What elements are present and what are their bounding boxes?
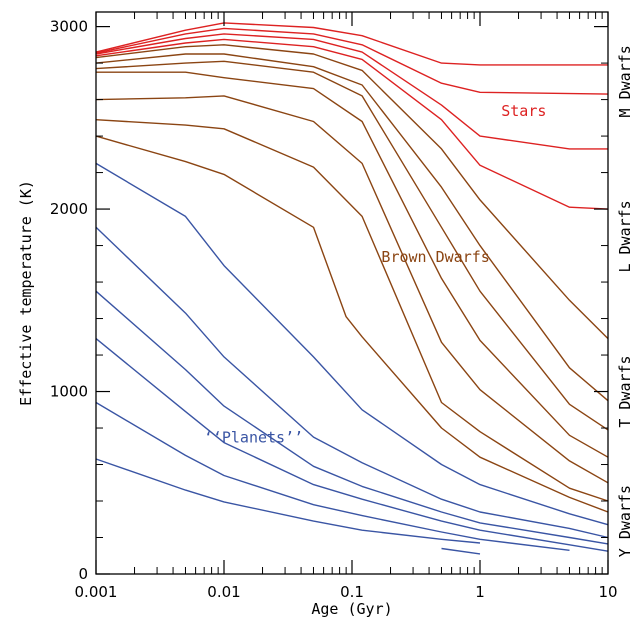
track-line-2-6 xyxy=(441,547,481,555)
axes xyxy=(95,11,609,575)
track-line-1-5 xyxy=(95,119,609,502)
y-tick-label: 3000 xyxy=(50,18,88,36)
track-line-1-6 xyxy=(95,135,609,513)
track-line-0-1 xyxy=(95,27,609,95)
plot-frame xyxy=(95,11,609,575)
x-tick-label: 0.001 xyxy=(75,583,118,601)
x-tick-label: 10 xyxy=(598,583,617,601)
track-line-1-3 xyxy=(96,71,609,458)
track-line-2-0 xyxy=(95,162,609,526)
track-line-1-2 xyxy=(95,60,609,431)
track-line-1-0 xyxy=(95,44,609,340)
spectral-class-label: L Dwarfs xyxy=(616,200,634,272)
track-line-0-3 xyxy=(95,38,609,210)
x-tick-label: 0.01 xyxy=(207,583,240,601)
x-tick-label: 1 xyxy=(475,583,485,601)
spectral-class-label: M Dwarfs xyxy=(616,45,634,117)
y-tick-label: 0 xyxy=(78,565,88,583)
track-line-0-2 xyxy=(95,33,608,150)
labels: 0.001 0.01 0.1 1 10 0 1000 2000 3000 Age (Gyr) Eff… xyxy=(17,18,634,618)
y-axis-title: Effective temperature (K) xyxy=(17,180,35,406)
track-line-2-2 xyxy=(95,290,609,545)
annotation-label: Stars xyxy=(501,102,546,120)
track-line-1-4 xyxy=(95,95,609,484)
annotation-label: Brown Dwarfs xyxy=(381,248,489,266)
y-tick-label: 1000 xyxy=(50,383,88,401)
track-line-1-1 xyxy=(95,53,609,402)
track-line-2-3 xyxy=(95,338,609,552)
track-line-2-4 xyxy=(95,401,570,551)
series-layer xyxy=(95,22,609,555)
track-line-0-0 xyxy=(95,22,608,66)
x-tick-label: 0.1 xyxy=(340,583,364,601)
spectral-class-label: T Dwarfs xyxy=(616,355,634,427)
y-tick-label: 2000 xyxy=(50,200,88,218)
spectral-class-label: Y Dwarfs xyxy=(616,485,634,557)
track-line-2-1 xyxy=(95,226,609,539)
annotation-label: ‘‘Planets’’ xyxy=(204,429,303,447)
track-line-2-5 xyxy=(95,458,481,544)
x-axis-title: Age (Gyr) xyxy=(311,600,392,618)
